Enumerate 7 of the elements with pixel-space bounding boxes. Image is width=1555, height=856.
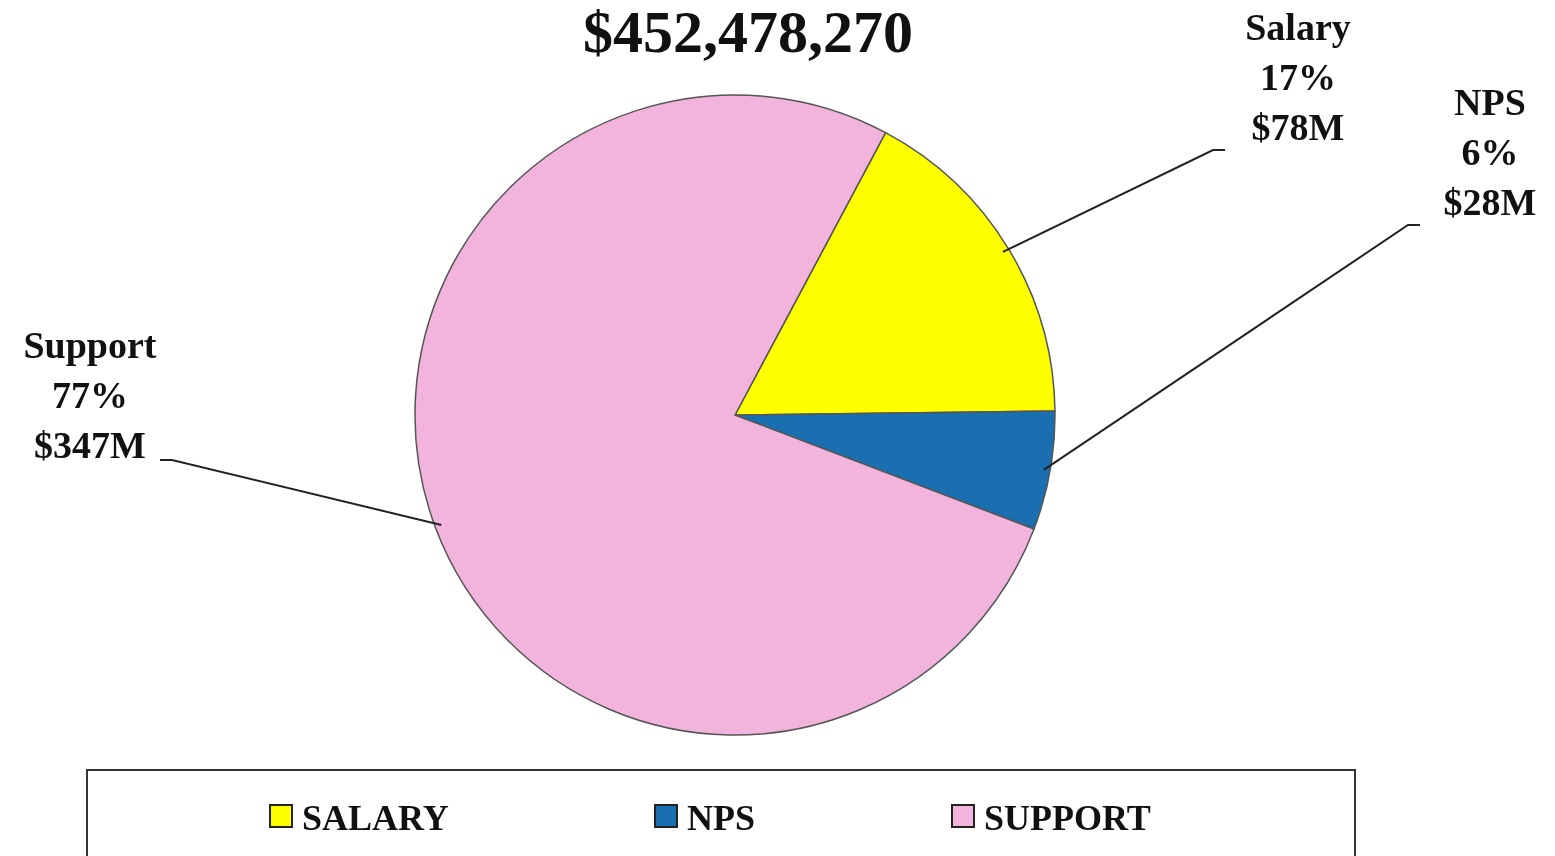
legend-label: SALARY xyxy=(302,798,449,838)
legend-label: NPS xyxy=(687,798,756,838)
legend-label: SUPPORT xyxy=(984,798,1151,838)
data-label: NPS 6% $28M xyxy=(1443,81,1537,223)
data-label: Salary 17% $78M xyxy=(1245,6,1351,148)
chart-title: $452,478,270 xyxy=(583,0,913,65)
data-label: Support 77% $347M xyxy=(23,324,157,466)
